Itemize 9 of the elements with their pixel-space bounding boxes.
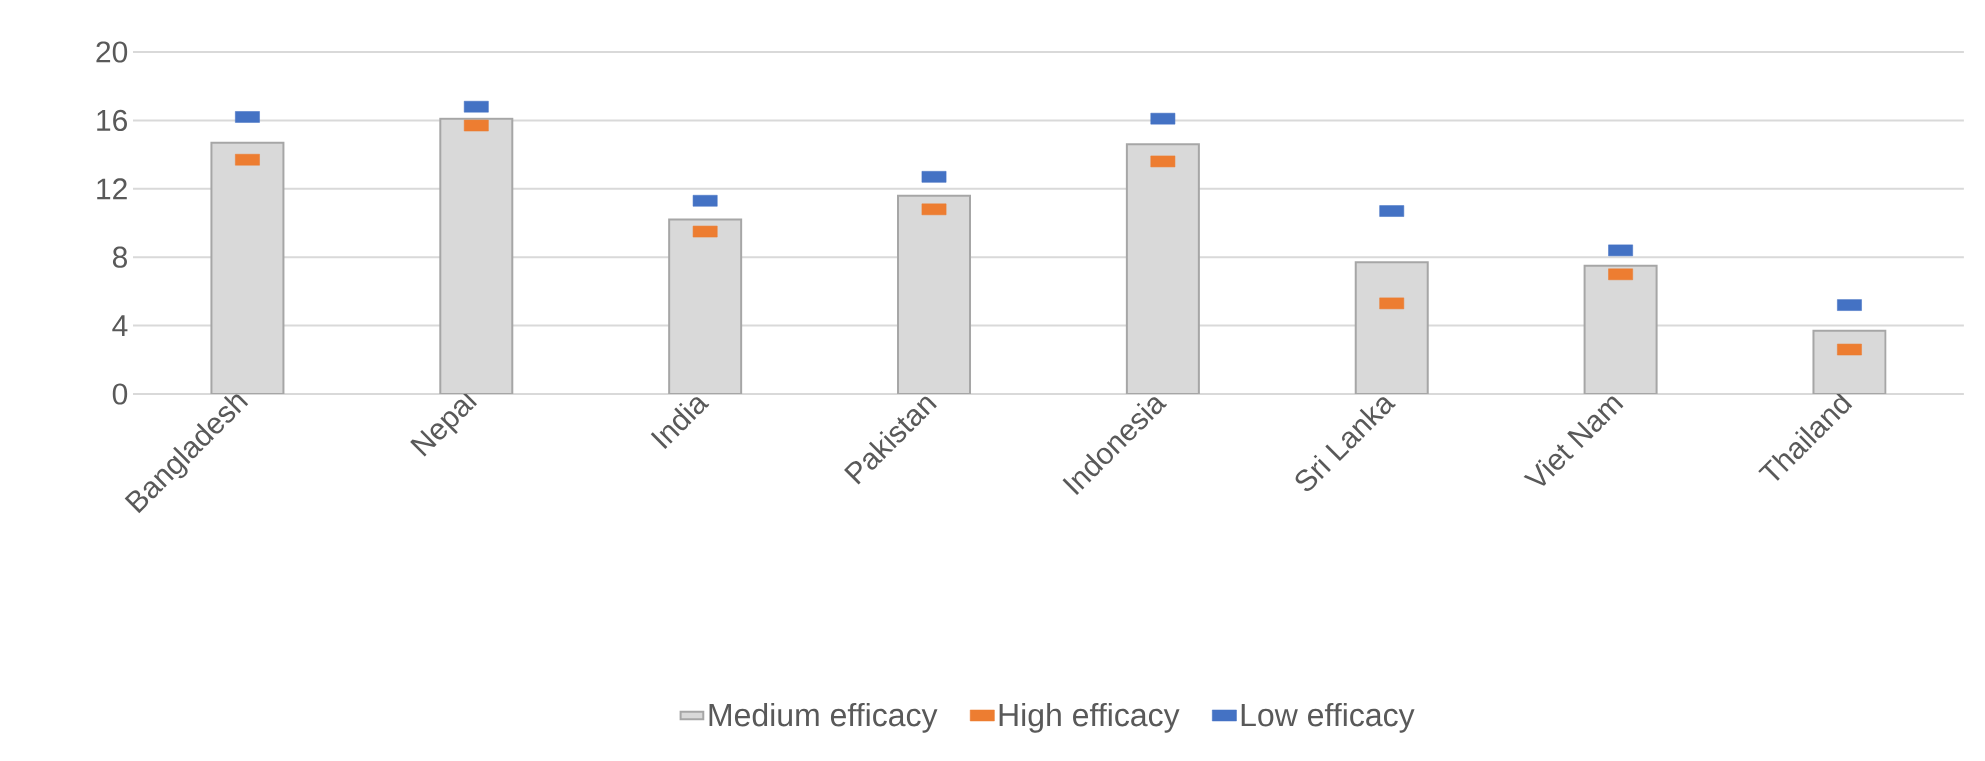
- y-tick-label: 16: [97, 109, 127, 132]
- y-tick-label: 20: [96, 41, 128, 63]
- legend-label: Low efficacy: [1241, 702, 1415, 733]
- legend-label: High efficacy: [999, 702, 1180, 733]
- y-tick-label: 8: [112, 246, 127, 268]
- y-tick-label: 4: [112, 315, 128, 336]
- legend-label: Medium efficacy: [709, 702, 938, 733]
- y-tick-label: 0: [112, 383, 128, 405]
- y-tick-label: 12: [97, 178, 127, 200]
